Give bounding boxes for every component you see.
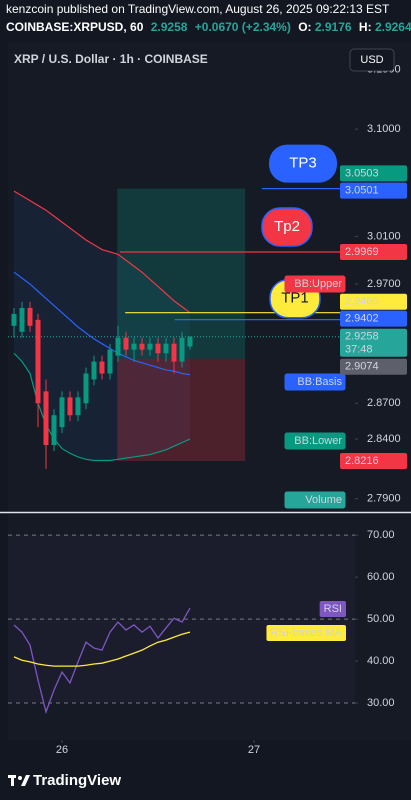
candle-body xyxy=(75,397,81,416)
price-tag xyxy=(340,358,407,375)
open-label: O: xyxy=(298,20,311,34)
target-bubble xyxy=(261,207,313,247)
price-tag xyxy=(340,452,407,469)
candle-body xyxy=(19,307,25,332)
candle-body xyxy=(147,343,153,350)
bb-line xyxy=(13,271,191,376)
indicator-name: RSI xyxy=(324,603,342,615)
indicator-name: BB:Basis xyxy=(297,376,342,388)
price-tag-label: 2.9402 xyxy=(345,313,379,325)
price-tag-label: 3.0503 xyxy=(345,167,379,179)
indicator-tag xyxy=(284,432,346,450)
x-tick-label: 27 xyxy=(248,744,260,756)
indicator-tag xyxy=(284,275,346,293)
indicator-name: BB:Lower xyxy=(294,435,342,447)
candle-body xyxy=(99,361,105,374)
chart-title: XRP / U.S. Dollar · 1h · COINBASE xyxy=(14,52,208,66)
indicator-tag xyxy=(284,373,346,391)
target-bubble xyxy=(269,144,337,183)
price-tag-label: 2.9969 xyxy=(345,246,379,258)
candle-body xyxy=(27,307,33,326)
position-loss xyxy=(117,358,246,461)
symbol: COINBASE:XRPUSD, 60 xyxy=(6,20,144,34)
currency[interactable]: USD xyxy=(360,54,383,66)
indicator-name: BB:Upper xyxy=(294,278,342,290)
candle-body xyxy=(179,337,185,362)
rsi-line xyxy=(13,631,191,667)
open-value: 2.9176 xyxy=(315,20,352,34)
price-countdown: 37:48 xyxy=(345,344,373,356)
x-tick-label: 26 xyxy=(56,744,68,756)
candle-body xyxy=(91,361,97,380)
change: +0.0670 (+2.34%) xyxy=(195,20,291,34)
candle-body xyxy=(51,415,57,446)
y-tick-label: 2.9700 xyxy=(367,278,401,290)
bb-line xyxy=(13,190,191,314)
price-tag xyxy=(340,165,407,182)
target-label: TP1 xyxy=(281,290,309,307)
footer-logo: TradingView xyxy=(33,772,121,789)
candle-body xyxy=(163,343,169,354)
price-tag-label: 3.0501 xyxy=(345,185,379,197)
y-tick-label: 50.00 xyxy=(367,613,395,625)
price-tag-label: 2.9074 xyxy=(345,361,379,373)
candle-body xyxy=(131,343,137,350)
high-value: 2.9264 xyxy=(375,20,411,34)
price-tag-label: 2.9460 xyxy=(345,296,379,308)
candle-body xyxy=(67,397,73,416)
plot-layer: 3.15003.10003.01002.97002.87002.84002.79… xyxy=(8,63,407,756)
published-line: kenzcoin published on TradingView.com, A… xyxy=(6,2,390,16)
y-tick-label: 2.8700 xyxy=(367,397,401,409)
price-tag xyxy=(340,244,407,261)
high-label: H: xyxy=(359,20,372,34)
y-tick-label: 40.00 xyxy=(367,655,395,667)
currency-button[interactable] xyxy=(349,48,395,72)
target-label: TP3 xyxy=(289,155,317,172)
bb-fill xyxy=(14,191,190,461)
candle-body xyxy=(115,337,121,356)
candle-body xyxy=(83,373,89,404)
candle-body xyxy=(107,349,113,374)
y-tick-label: 60.00 xyxy=(367,571,395,583)
price-tag xyxy=(340,182,407,199)
candle-body xyxy=(59,397,65,428)
indicator-tag xyxy=(266,625,346,641)
price-tag xyxy=(340,293,407,310)
indicator-tag xyxy=(319,601,346,617)
indicator-tag xyxy=(284,491,346,509)
indicator-name: RSI-based MA xyxy=(270,627,342,639)
position-profit xyxy=(117,188,246,359)
candle-body xyxy=(35,319,41,404)
price-tag xyxy=(340,310,407,327)
rsi-line xyxy=(13,607,191,715)
y-tick-label: 3.1000 xyxy=(367,123,401,135)
last-price: 2.9258 xyxy=(151,20,188,34)
symbol-line: COINBASE:XRPUSD, 60 2.9258 +0.0670 (+2.3… xyxy=(6,20,411,34)
candle-body xyxy=(43,391,49,446)
candle-body xyxy=(187,336,193,347)
y-tick-label: 3.0100 xyxy=(367,230,401,242)
bb-line xyxy=(13,352,191,462)
y-tick-label: 70.00 xyxy=(367,529,395,541)
y-tick-label: 2.8400 xyxy=(367,433,401,445)
indicator-name: Volume xyxy=(305,494,342,506)
y-tick-label: 2.7900 xyxy=(367,493,401,505)
footer-logo-icon xyxy=(8,775,30,786)
candle-body xyxy=(155,343,161,354)
price-tag-label: 2.9258 xyxy=(345,331,379,343)
price-tag xyxy=(340,328,407,357)
candle-body xyxy=(11,313,17,326)
candle-body xyxy=(171,343,177,362)
candle-body xyxy=(139,343,145,350)
candle-body xyxy=(123,337,129,350)
price-tag-label: 2.8216 xyxy=(345,455,379,467)
target-label: Tp2 xyxy=(274,218,300,235)
y-tick-label: 30.00 xyxy=(367,697,395,709)
